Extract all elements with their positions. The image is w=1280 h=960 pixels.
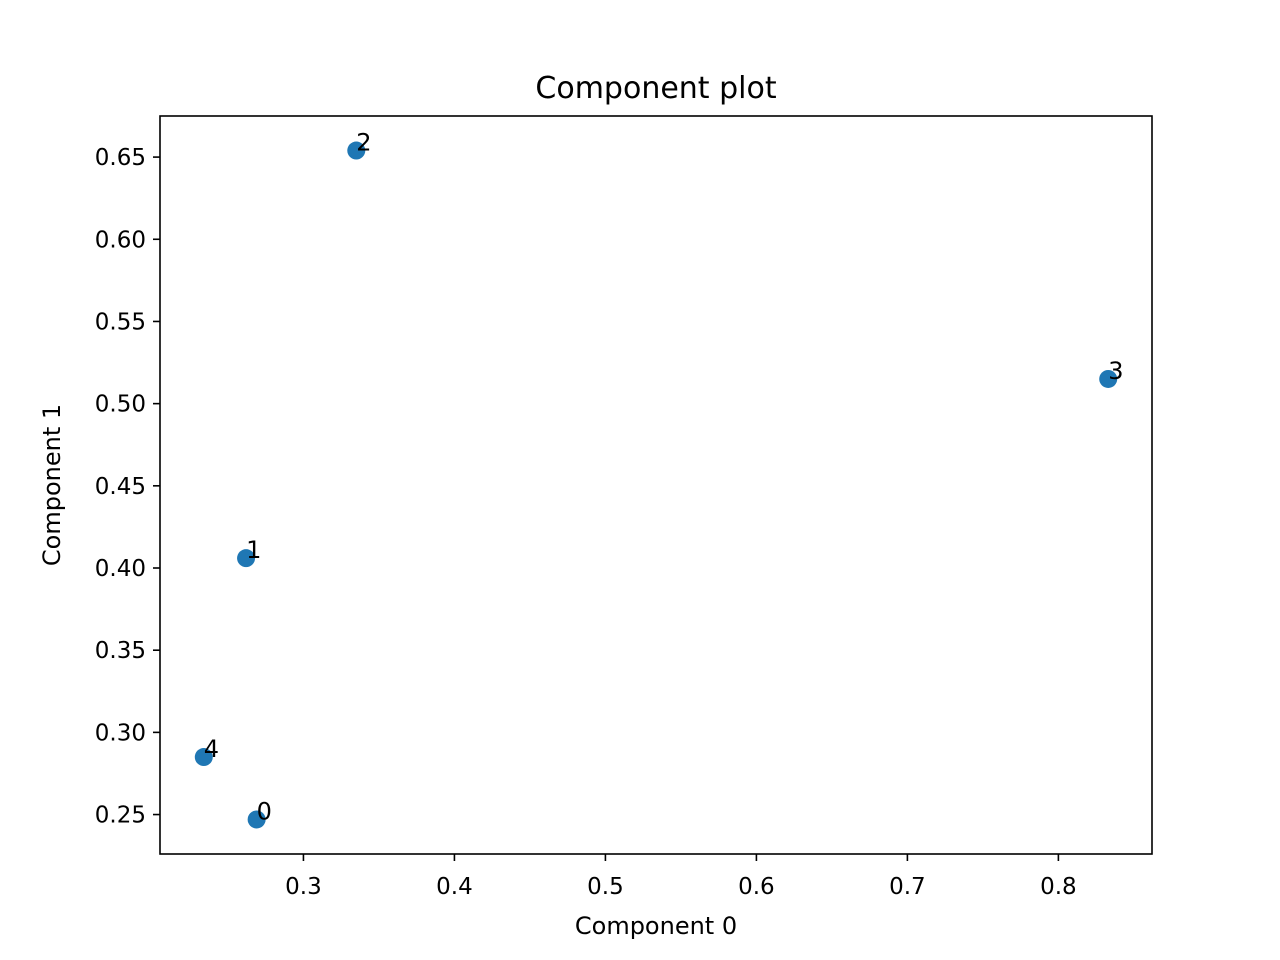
y-tick-label: 0.55 <box>95 309 146 335</box>
scatter-point <box>194 748 213 767</box>
x-tick-label: 0.3 <box>285 874 322 900</box>
point-label: 0 <box>257 797 272 825</box>
plot-frame <box>159 115 1153 855</box>
scatter-point <box>1099 369 1118 388</box>
scatter-point <box>237 549 256 568</box>
chart-title: Component plot <box>535 71 776 106</box>
y-tick-label: 0.60 <box>95 227 146 253</box>
point-label: 3 <box>1108 357 1123 385</box>
y-tick-label: 0.50 <box>95 392 146 418</box>
y-tick-label: 0.45 <box>95 474 146 500</box>
y-axis: 0.25 0.30 0.35 0.40 0.45 0.50 0.55 0.60 0.65 <box>95 145 160 829</box>
x-tick-label: 0.7 <box>889 874 926 900</box>
x-tick-label: 0.4 <box>436 874 473 900</box>
x-tick-label: 0.6 <box>738 874 775 900</box>
scatter-point <box>347 141 366 160</box>
x-axis: 0.3 0.4 0.5 0.6 0.7 0.8 <box>285 854 1077 900</box>
scatter-point <box>247 810 266 829</box>
y-axis-label: Component 1 <box>38 404 66 566</box>
x-tick-label: 0.8 <box>1040 874 1077 900</box>
y-tick-label: 0.65 <box>95 145 146 171</box>
y-tick-label: 0.40 <box>95 556 146 582</box>
x-axis-label: Component 0 <box>575 912 737 940</box>
point-label: 1 <box>246 536 261 564</box>
y-tick-label: 0.35 <box>95 638 146 664</box>
x-tick-label: 0.5 <box>587 874 624 900</box>
y-tick-label: 0.30 <box>95 720 146 746</box>
scatter-points: 0 1 2 3 4 <box>194 129 1123 829</box>
point-label: 4 <box>204 735 219 763</box>
point-label: 2 <box>356 129 371 157</box>
y-tick-label: 0.25 <box>95 803 146 829</box>
